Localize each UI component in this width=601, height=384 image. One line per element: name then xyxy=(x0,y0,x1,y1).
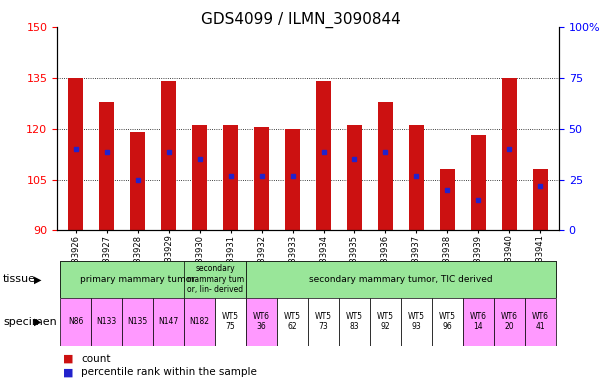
Bar xyxy=(277,298,308,346)
Text: ▶: ▶ xyxy=(34,316,41,327)
Bar xyxy=(184,261,246,298)
Text: N147: N147 xyxy=(159,317,178,326)
Bar xyxy=(525,298,556,346)
Text: WT6
36: WT6 36 xyxy=(253,312,270,331)
Bar xyxy=(316,81,331,230)
Text: tissue: tissue xyxy=(3,274,36,285)
Bar xyxy=(471,136,486,230)
Bar xyxy=(347,125,362,230)
Bar xyxy=(308,298,339,346)
Text: percentile rank within the sample: percentile rank within the sample xyxy=(81,367,257,377)
Text: ■: ■ xyxy=(63,354,73,364)
Text: N135: N135 xyxy=(127,317,148,326)
Bar xyxy=(246,298,277,346)
Text: GDS4099 / ILMN_3090844: GDS4099 / ILMN_3090844 xyxy=(201,12,400,28)
Text: specimen: specimen xyxy=(3,316,56,327)
Bar xyxy=(463,298,494,346)
Bar xyxy=(68,78,84,230)
Bar xyxy=(153,298,184,346)
Text: ▶: ▶ xyxy=(34,274,41,285)
Text: secondary
mammary tum
or, lin- derived: secondary mammary tum or, lin- derived xyxy=(186,265,243,294)
Bar xyxy=(494,298,525,346)
Bar xyxy=(370,298,401,346)
Text: N133: N133 xyxy=(97,317,117,326)
Bar xyxy=(532,169,548,230)
Bar xyxy=(223,125,239,230)
Text: N86: N86 xyxy=(68,317,84,326)
Text: WT5
83: WT5 83 xyxy=(346,312,363,331)
Bar xyxy=(254,127,269,230)
Bar xyxy=(60,261,215,298)
Text: ■: ■ xyxy=(63,367,73,377)
Text: WT5
62: WT5 62 xyxy=(284,312,301,331)
Text: count: count xyxy=(81,354,111,364)
Bar xyxy=(60,298,91,346)
Text: WT6
14: WT6 14 xyxy=(470,312,487,331)
Bar xyxy=(161,81,176,230)
Bar xyxy=(99,101,114,230)
Bar xyxy=(215,298,246,346)
Text: WT6
41: WT6 41 xyxy=(532,312,549,331)
Bar xyxy=(502,78,517,230)
Bar xyxy=(339,298,370,346)
Bar xyxy=(192,125,207,230)
Text: secondary mammary tumor, TIC derived: secondary mammary tumor, TIC derived xyxy=(309,275,493,284)
Bar xyxy=(122,298,153,346)
Text: primary mammary tumor: primary mammary tumor xyxy=(80,275,195,284)
Bar xyxy=(409,125,424,230)
Text: WT5
92: WT5 92 xyxy=(377,312,394,331)
Text: WT6
20: WT6 20 xyxy=(501,312,518,331)
Bar xyxy=(91,298,122,346)
Text: WT5
93: WT5 93 xyxy=(408,312,425,331)
Bar xyxy=(377,101,393,230)
Text: WT5
96: WT5 96 xyxy=(439,312,456,331)
Bar xyxy=(432,298,463,346)
Bar xyxy=(401,298,432,346)
Bar xyxy=(440,169,455,230)
Bar xyxy=(246,261,556,298)
Text: WT5
75: WT5 75 xyxy=(222,312,239,331)
Text: N182: N182 xyxy=(189,317,210,326)
Bar xyxy=(130,132,145,230)
Bar xyxy=(184,298,215,346)
Bar xyxy=(285,129,300,230)
Text: WT5
73: WT5 73 xyxy=(315,312,332,331)
